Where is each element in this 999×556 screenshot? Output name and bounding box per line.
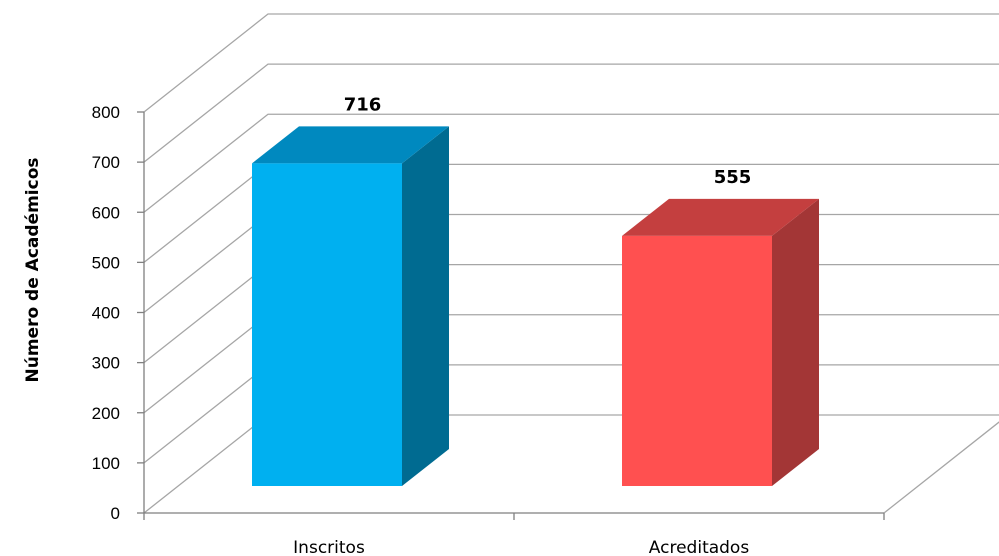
category-label-0: Inscritos: [293, 538, 365, 556]
bar-acreditados: [622, 198, 819, 487]
gridline-600: [143, 113, 999, 213]
y-tick-label-700: 700: [92, 153, 120, 172]
axes: [137, 111, 885, 520]
bar-front-1: [622, 235, 772, 486]
labels: 0 100 200 300 400 500 600 700 800 716 Inscritos 555…: [92, 94, 752, 556]
y-tick-label-400: 400: [92, 304, 120, 323]
gridline-700: [143, 63, 999, 163]
bars: [252, 126, 819, 487]
y-axis-title: Número de Académicos: [23, 158, 43, 383]
y-tick-label-500: 500: [92, 253, 120, 272]
y-tick-label-100: 100: [92, 454, 120, 473]
bar-top-1: [622, 198, 819, 236]
category-label-1: Acreditados: [649, 538, 750, 556]
bar-side-0: [402, 126, 449, 486]
bar-side-1: [772, 198, 819, 487]
y-tick-label-800: 800: [92, 103, 120, 122]
data-label-1: 555: [714, 167, 752, 188]
bar-front-0: [252, 163, 402, 486]
floor-right-edge: [883, 421, 999, 514]
y-tick-label-300: 300: [92, 354, 120, 373]
bar-top-0: [252, 126, 449, 164]
y-tick-label-0: 0: [111, 504, 120, 523]
y-tick-label-200: 200: [92, 404, 120, 423]
y-tick-label-600: 600: [92, 203, 120, 222]
bar-inscritos: [252, 126, 449, 486]
data-label-0: 716: [344, 94, 382, 115]
gridline-800: [143, 13, 999, 113]
